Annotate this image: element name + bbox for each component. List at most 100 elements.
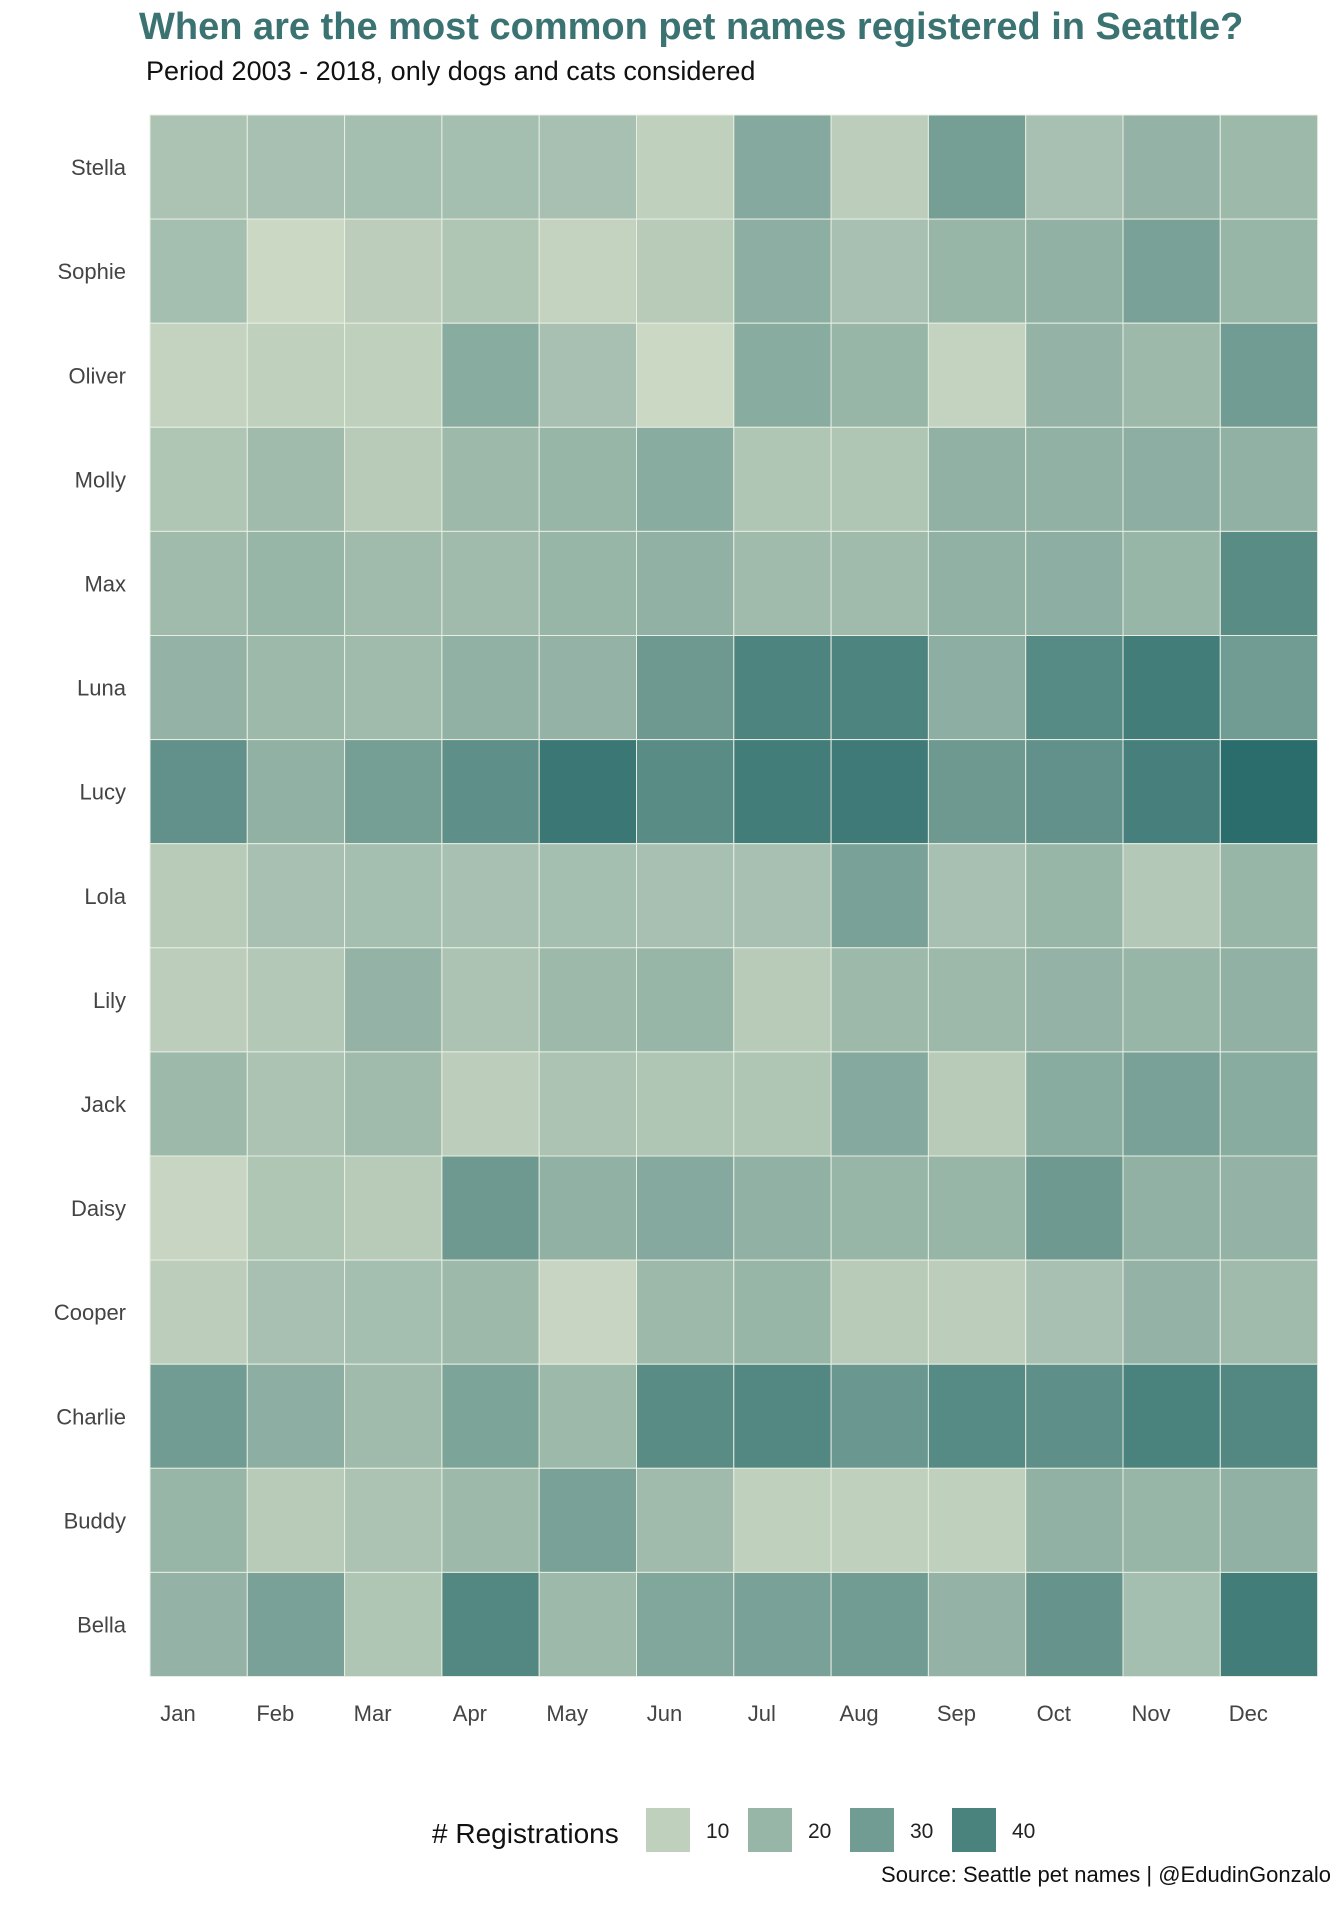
- heatmap-cell-max-apr: [441, 530, 540, 637]
- heatmap-cell-lucy-jun: [636, 739, 735, 845]
- heatmap-cell-sophie-jan: [149, 218, 248, 324]
- heatmap-cell-max-nov: [1122, 530, 1221, 637]
- heatmap-cell-stella-oct: [1025, 114, 1124, 220]
- x-tick-label: Feb: [256, 1701, 294, 1726]
- heatmap-cell-luna-feb: [246, 635, 346, 741]
- heatmap-cell-molly-jan: [149, 426, 248, 532]
- y-tick-label: Cooper: [54, 1300, 126, 1325]
- heatmap-cell-cooper-mar: [344, 1259, 443, 1365]
- heatmap-cell-lily-may: [538, 947, 638, 1053]
- heatmap-cell-charlie-jul: [733, 1363, 832, 1469]
- heatmap-cell-lola-jul: [733, 843, 832, 949]
- heatmap-cell-cooper-apr: [441, 1259, 540, 1365]
- heatmap-cell-lola-mar: [344, 843, 443, 949]
- heatmap-cell-oliver-feb: [246, 322, 346, 428]
- heatmap-cell-lucy-mar: [344, 739, 443, 845]
- heatmap-cell-molly-feb: [246, 426, 346, 532]
- heatmap-cell-sophie-aug: [830, 218, 929, 324]
- heatmap-cell-charlie-feb: [246, 1363, 346, 1469]
- heatmap-cell-lily-jan: [149, 947, 248, 1053]
- legend-key-40: [952, 1808, 996, 1852]
- heatmap-cell-daisy-nov: [1122, 1155, 1221, 1261]
- heatmap-cell-stella-jan: [149, 114, 248, 220]
- heatmap-cell-lola-feb: [246, 843, 346, 949]
- heatmap-cell-jack-aug: [830, 1051, 929, 1157]
- heatmap-cell-sophie-feb: [246, 218, 346, 324]
- y-tick-label: Daisy: [71, 1196, 126, 1221]
- y-tick-label: Buddy: [64, 1508, 126, 1533]
- legend-label: 40: [1012, 1820, 1035, 1843]
- heatmap-cell-luna-aug: [830, 635, 929, 741]
- heatmap-cell-daisy-may: [538, 1155, 638, 1261]
- y-tick-label: Lily: [93, 988, 126, 1013]
- heatmap-cell-sophie-jun: [636, 218, 735, 324]
- heatmap-cell-max-dec: [1219, 530, 1319, 637]
- heatmap-cell-cooper-jun: [636, 1259, 735, 1365]
- heatmap-cell-max-oct: [1025, 530, 1124, 637]
- heatmap-cell-lucy-jan: [149, 739, 248, 845]
- heatmap-cell-charlie-aug: [830, 1363, 929, 1469]
- heatmap-cell-charlie-jun: [636, 1363, 735, 1469]
- heatmap-cell-luna-jun: [636, 635, 735, 741]
- heatmap-cell-sophie-apr: [441, 218, 540, 324]
- heatmap-cell-cooper-nov: [1122, 1259, 1221, 1365]
- heatmap-cell-daisy-jan: [149, 1155, 248, 1261]
- heatmap-cell-max-sep: [927, 530, 1027, 637]
- heatmap-cell-oliver-nov: [1122, 322, 1221, 428]
- heatmap-cell-oliver-mar: [344, 322, 443, 428]
- heatmap-cell-luna-jul: [733, 635, 832, 741]
- heatmap-cell-daisy-sep: [927, 1155, 1027, 1261]
- heatmap-cell-stella-feb: [246, 114, 346, 220]
- heatmap-cell-charlie-mar: [344, 1363, 443, 1469]
- heatmap-cell-lola-apr: [441, 843, 540, 949]
- heatmap-cell-jack-feb: [246, 1051, 346, 1157]
- x-tick-label: Jun: [647, 1701, 682, 1726]
- y-tick-label: Molly: [75, 467, 126, 492]
- heatmap-cell-charlie-dec: [1219, 1363, 1319, 1469]
- heatmap-cell-max-jul: [733, 530, 832, 637]
- heatmap-cell-bella-apr: [441, 1571, 540, 1678]
- heatmap-cell-charlie-apr: [441, 1363, 540, 1469]
- heatmap-cell-sophie-mar: [344, 218, 443, 324]
- x-tick-label: Mar: [354, 1701, 392, 1726]
- heatmap-cell-stella-nov: [1122, 114, 1221, 220]
- x-tick-label: Aug: [840, 1701, 879, 1726]
- heatmap-cell-luna-nov: [1122, 635, 1221, 741]
- heatmap-cell-charlie-may: [538, 1363, 638, 1469]
- heatmap-cell-oliver-aug: [830, 322, 929, 428]
- heatmap-cell-charlie-nov: [1122, 1363, 1221, 1469]
- heatmap-cell-buddy-aug: [830, 1467, 929, 1573]
- heatmap-cell-lucy-oct: [1025, 739, 1124, 845]
- x-tick-label: Apr: [453, 1701, 487, 1726]
- heatmap-cell-daisy-mar: [344, 1155, 443, 1261]
- heatmap-cell-buddy-jun: [636, 1467, 735, 1573]
- legend-key-10: [646, 1808, 690, 1852]
- heatmap-cell-max-mar: [344, 530, 443, 637]
- heatmap-cell-buddy-may: [538, 1467, 638, 1573]
- heatmap-cell-jack-jun: [636, 1051, 735, 1157]
- heatmap-cell-lola-dec: [1219, 843, 1319, 949]
- x-tick-label: Jan: [160, 1701, 195, 1726]
- y-tick-label: Jack: [81, 1092, 127, 1117]
- heatmap-cell-stella-jun: [636, 114, 735, 220]
- heatmap-cell-bella-jan: [149, 1571, 248, 1678]
- heatmap-cell-lucy-jul: [733, 739, 832, 845]
- heatmap-cell-bella-jun: [636, 1571, 735, 1678]
- heatmap-cell-oliver-dec: [1219, 322, 1319, 428]
- heatmap-cell-stella-mar: [344, 114, 443, 220]
- heatmap-cell-lola-jun: [636, 843, 735, 949]
- heatmap-cell-lucy-aug: [830, 739, 929, 845]
- heatmap-cell-lily-nov: [1122, 947, 1221, 1053]
- y-tick-label: Lucy: [80, 780, 126, 805]
- heatmap-cell-buddy-oct: [1025, 1467, 1124, 1573]
- heatmap-cell-buddy-jul: [733, 1467, 832, 1573]
- chart-title: When are the most common pet names regis…: [139, 6, 1244, 48]
- heatmap-cell-sophie-may: [538, 218, 638, 324]
- heatmap-cell-sophie-jul: [733, 218, 832, 324]
- heatmap-cell-oliver-jun: [636, 322, 735, 428]
- heatmap-cell-daisy-oct: [1025, 1155, 1124, 1261]
- heatmap-cell-max-aug: [830, 530, 929, 637]
- heatmap-cell-lily-jul: [733, 947, 832, 1053]
- heatmap-cell-jack-mar: [344, 1051, 443, 1157]
